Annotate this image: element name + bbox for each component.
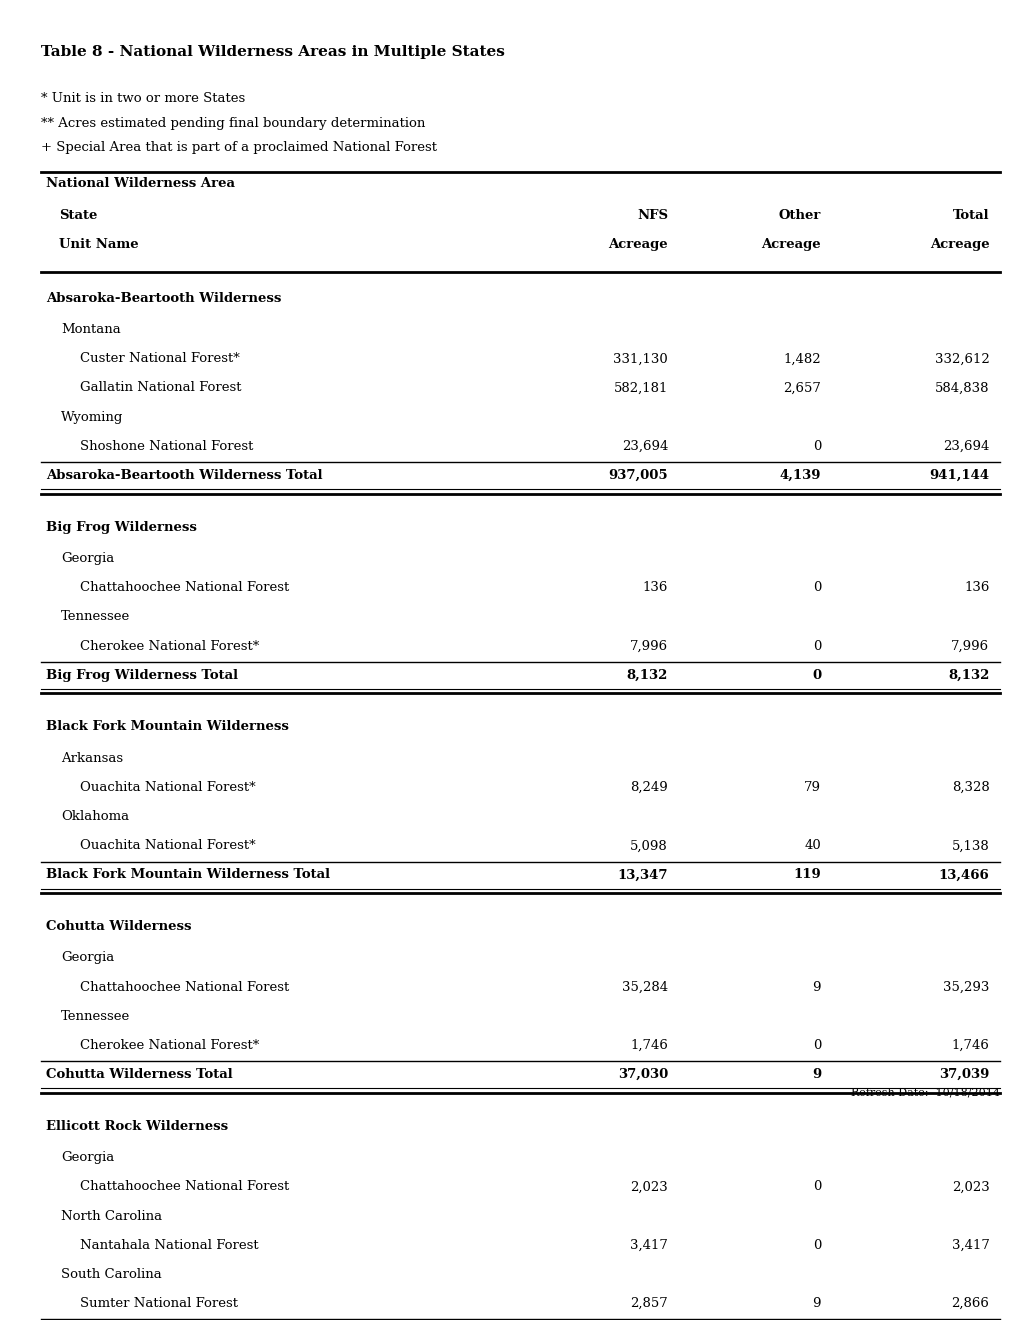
Text: 136: 136 bbox=[963, 581, 988, 594]
Text: 35,293: 35,293 bbox=[943, 981, 988, 994]
Text: Oklahoma: Oklahoma bbox=[61, 810, 129, 824]
Text: 9: 9 bbox=[812, 1298, 820, 1309]
Text: 9: 9 bbox=[811, 1068, 820, 1081]
Text: Chattahoochee National Forest: Chattahoochee National Forest bbox=[79, 581, 288, 594]
Text: Refresh Date:  10/18/2014: Refresh Date: 10/18/2014 bbox=[850, 1088, 999, 1097]
Text: 1,746: 1,746 bbox=[951, 1039, 988, 1052]
Text: 0: 0 bbox=[812, 1238, 820, 1251]
Text: Ouachita National Forest*: Ouachita National Forest* bbox=[79, 840, 255, 853]
Text: Table 8 - National Wilderness Areas in Multiple States: Table 8 - National Wilderness Areas in M… bbox=[41, 45, 504, 59]
Text: 2,657: 2,657 bbox=[783, 381, 820, 395]
Text: NFS: NFS bbox=[637, 209, 667, 222]
Text: Unit Name: Unit Name bbox=[59, 238, 139, 251]
Text: 331,130: 331,130 bbox=[612, 352, 667, 366]
Text: Nantahala National Forest: Nantahala National Forest bbox=[79, 1238, 258, 1251]
Text: 0: 0 bbox=[811, 669, 820, 681]
Text: State: State bbox=[59, 209, 98, 222]
Text: South Carolina: South Carolina bbox=[61, 1269, 162, 1280]
Text: 23,694: 23,694 bbox=[622, 440, 667, 453]
Text: Acreage: Acreage bbox=[761, 238, 820, 251]
Text: Total: Total bbox=[952, 209, 988, 222]
Text: Chattahoochee National Forest: Chattahoochee National Forest bbox=[79, 981, 288, 994]
Text: 332,612: 332,612 bbox=[933, 352, 988, 366]
Text: Black Fork Mountain Wilderness: Black Fork Mountain Wilderness bbox=[46, 721, 288, 734]
Text: Shoshone National Forest: Shoshone National Forest bbox=[79, 440, 253, 453]
Text: 8,328: 8,328 bbox=[951, 781, 988, 793]
Text: Tennessee: Tennessee bbox=[61, 1010, 130, 1023]
Text: 584,838: 584,838 bbox=[934, 381, 988, 395]
Text: 582,181: 582,181 bbox=[613, 381, 667, 395]
Text: ** Acres estimated pending final boundary determination: ** Acres estimated pending final boundar… bbox=[41, 116, 425, 129]
Text: Absaroka-Beartooth Wilderness: Absaroka-Beartooth Wilderness bbox=[46, 292, 281, 305]
Text: 8,132: 8,132 bbox=[947, 669, 988, 681]
Text: Sumter National Forest: Sumter National Forest bbox=[79, 1298, 237, 1309]
Text: 8,132: 8,132 bbox=[626, 669, 667, 681]
Text: Gallatin National Forest: Gallatin National Forest bbox=[79, 381, 240, 395]
Text: 2,023: 2,023 bbox=[630, 1180, 667, 1193]
Text: 0: 0 bbox=[812, 581, 820, 594]
Text: Tennessee: Tennessee bbox=[61, 610, 130, 623]
Text: Cherokee National Forest*: Cherokee National Forest* bbox=[79, 640, 259, 652]
Text: Acreage: Acreage bbox=[929, 238, 988, 251]
Text: Big Frog Wilderness Total: Big Frog Wilderness Total bbox=[46, 669, 237, 681]
Text: 37,030: 37,030 bbox=[618, 1068, 667, 1081]
Text: 5,138: 5,138 bbox=[951, 840, 988, 853]
Text: 937,005: 937,005 bbox=[608, 469, 667, 482]
Text: 7,996: 7,996 bbox=[630, 640, 667, 652]
Text: 3,417: 3,417 bbox=[630, 1238, 667, 1251]
Text: 2,866: 2,866 bbox=[951, 1298, 988, 1309]
Text: 1,746: 1,746 bbox=[630, 1039, 667, 1052]
Text: 7,996: 7,996 bbox=[951, 640, 988, 652]
Text: North Carolina: North Carolina bbox=[61, 1209, 162, 1222]
Text: Cohutta Wilderness: Cohutta Wilderness bbox=[46, 920, 192, 933]
Text: 2,023: 2,023 bbox=[951, 1180, 988, 1193]
Text: 1,482: 1,482 bbox=[783, 352, 820, 366]
Text: Arkansas: Arkansas bbox=[61, 752, 123, 764]
Text: 37,039: 37,039 bbox=[938, 1068, 988, 1081]
Text: 40: 40 bbox=[804, 840, 820, 853]
Text: 35,284: 35,284 bbox=[622, 981, 667, 994]
Text: 8,249: 8,249 bbox=[630, 781, 667, 793]
Text: 0: 0 bbox=[812, 440, 820, 453]
Text: Big Frog Wilderness: Big Frog Wilderness bbox=[46, 520, 197, 533]
Text: Ouachita National Forest*: Ouachita National Forest* bbox=[79, 781, 255, 793]
Text: Ellicott Rock Wilderness: Ellicott Rock Wilderness bbox=[46, 1119, 228, 1133]
Text: Wyoming: Wyoming bbox=[61, 411, 123, 424]
Text: * Unit is in two or more States: * Unit is in two or more States bbox=[41, 92, 245, 106]
Text: Cherokee National Forest*: Cherokee National Forest* bbox=[79, 1039, 259, 1052]
Text: 2,857: 2,857 bbox=[630, 1298, 667, 1309]
Text: Chattahoochee National Forest: Chattahoochee National Forest bbox=[79, 1180, 288, 1193]
Text: 5,098: 5,098 bbox=[630, 840, 667, 853]
Text: Georgia: Georgia bbox=[61, 1151, 114, 1164]
Text: 3,417: 3,417 bbox=[951, 1238, 988, 1251]
Text: 0: 0 bbox=[812, 1039, 820, 1052]
Text: Georgia: Georgia bbox=[61, 552, 114, 565]
Text: Montana: Montana bbox=[61, 323, 121, 337]
Text: 9: 9 bbox=[812, 981, 820, 994]
Text: 13,347: 13,347 bbox=[616, 869, 667, 882]
Text: National Wilderness Area: National Wilderness Area bbox=[46, 177, 234, 190]
Text: 0: 0 bbox=[812, 1180, 820, 1193]
Text: 23,694: 23,694 bbox=[943, 440, 988, 453]
Text: Other: Other bbox=[777, 209, 820, 222]
Text: 79: 79 bbox=[803, 781, 820, 793]
Text: + Special Area that is part of a proclaimed National Forest: + Special Area that is part of a proclai… bbox=[41, 141, 436, 154]
Text: Cohutta Wilderness Total: Cohutta Wilderness Total bbox=[46, 1068, 232, 1081]
Text: 119: 119 bbox=[793, 869, 820, 882]
Text: 941,144: 941,144 bbox=[928, 469, 988, 482]
Text: 136: 136 bbox=[642, 581, 667, 594]
Text: 0: 0 bbox=[812, 640, 820, 652]
Text: Acreage: Acreage bbox=[608, 238, 667, 251]
Text: 13,466: 13,466 bbox=[937, 869, 988, 882]
Text: Custer National Forest*: Custer National Forest* bbox=[79, 352, 239, 366]
Text: Absaroka-Beartooth Wilderness Total: Absaroka-Beartooth Wilderness Total bbox=[46, 469, 322, 482]
Text: Georgia: Georgia bbox=[61, 952, 114, 965]
Text: 4,139: 4,139 bbox=[779, 469, 820, 482]
Text: Black Fork Mountain Wilderness Total: Black Fork Mountain Wilderness Total bbox=[46, 869, 330, 882]
